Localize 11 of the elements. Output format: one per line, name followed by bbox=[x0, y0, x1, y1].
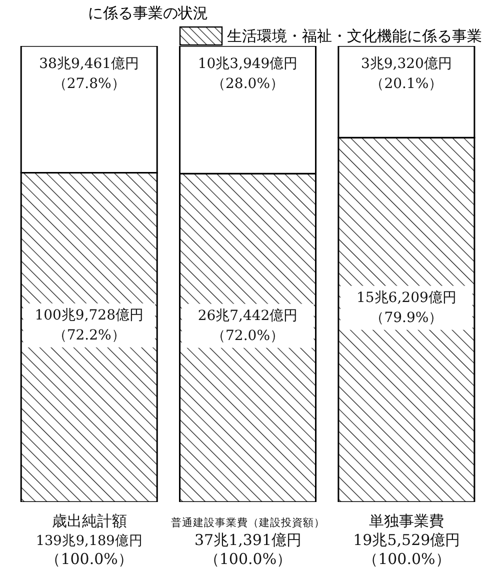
x-tick-label: 歳出純計額139兆9,189億円（100.0%） bbox=[36, 512, 143, 568]
data-label: 100兆9,728億円（72.2%） bbox=[34, 307, 144, 344]
data-label: 3兆9,320億円（20.1%） bbox=[360, 56, 452, 92]
data-label: 38兆9,461億円（27.8%） bbox=[39, 56, 140, 92]
x-tick-label: 単独事業費19兆5,529億円（100.0%） bbox=[353, 512, 460, 568]
data-label: 26兆7,442億円（72.0%） bbox=[198, 308, 298, 344]
chart-title: に係る事業の状況 bbox=[88, 4, 209, 22]
x-tick-label: 普通建設事業費（建設投資額）37兆1,391億円（100.0%） bbox=[171, 516, 325, 568]
data-label: 10兆3,949億円（28.0%） bbox=[198, 56, 298, 92]
text: 生活環境・福祉・文化機能に係る事業 bbox=[226, 26, 482, 46]
data-label: 15兆6,209億円（79.9%） bbox=[356, 290, 456, 326]
